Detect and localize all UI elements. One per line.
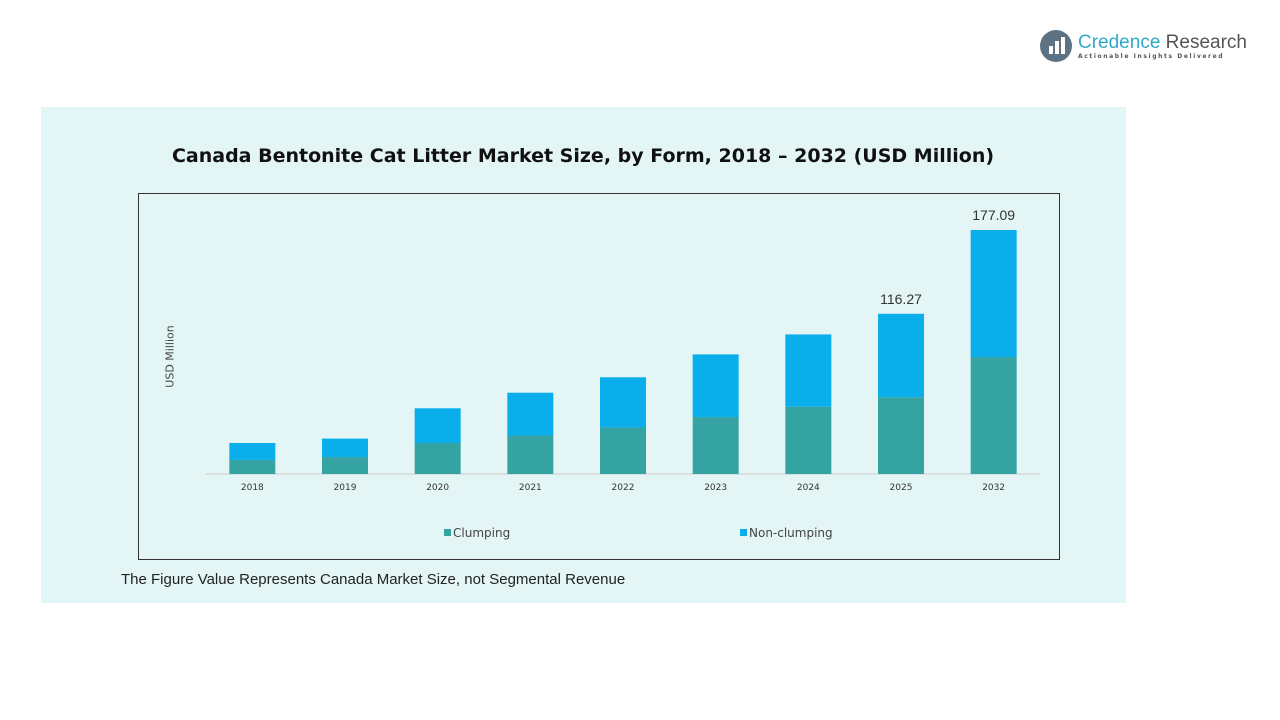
bar-clumping-2024 bbox=[785, 406, 832, 474]
bar-clumping-2025 bbox=[878, 397, 924, 474]
bar-non-clumping-2032 bbox=[970, 230, 1017, 358]
bar-clumping-2022 bbox=[600, 427, 646, 474]
legend-label: Clumping bbox=[453, 526, 510, 540]
x-tick-label: 2021 bbox=[519, 483, 542, 493]
legend-swatch-0 bbox=[444, 529, 451, 536]
legend-label: Non-clumping bbox=[749, 526, 833, 540]
bar-clumping-2021 bbox=[507, 435, 554, 474]
x-tick-label: 2025 bbox=[890, 483, 913, 493]
x-tick-label: 2032 bbox=[982, 483, 1005, 493]
logo: Credence Research Actionable Insights De… bbox=[1040, 30, 1247, 62]
x-tick-label: 2024 bbox=[797, 483, 820, 493]
x-tick-label: 2023 bbox=[704, 483, 727, 493]
bar-non-clumping-2019 bbox=[322, 438, 368, 458]
bar-non-clumping-2023 bbox=[692, 354, 739, 418]
data-label: 177.09 bbox=[972, 207, 1015, 223]
bar-clumping-2018 bbox=[229, 459, 276, 474]
plot-frame bbox=[138, 193, 1060, 560]
x-tick-label: 2020 bbox=[426, 483, 449, 493]
bar-non-clumping-2024 bbox=[785, 334, 832, 407]
bar-clumping-2020 bbox=[414, 442, 461, 474]
legend-swatch-1 bbox=[740, 529, 747, 536]
chart-panel bbox=[41, 107, 1126, 603]
bar-non-clumping-2018 bbox=[229, 442, 276, 460]
logo-icon bbox=[1040, 30, 1072, 62]
bar-clumping-2032 bbox=[970, 357, 1017, 474]
bar-non-clumping-2021 bbox=[507, 392, 554, 436]
chart-title: Canada Bentonite Cat Litter Market Size,… bbox=[171, 145, 995, 167]
footnote: The Figure Value Represents Canada Marke… bbox=[121, 571, 626, 588]
logo-name-2: Research bbox=[1160, 31, 1247, 53]
bar-clumping-2019 bbox=[322, 457, 368, 474]
logo-tagline: Actionable Insights Delivered bbox=[1078, 52, 1225, 60]
x-tick-label: 2022 bbox=[612, 483, 635, 493]
x-tick-label: 2019 bbox=[334, 483, 357, 493]
bar-non-clumping-2022 bbox=[600, 377, 646, 428]
data-label: 116.27 bbox=[880, 291, 922, 307]
bar-non-clumping-2025 bbox=[878, 313, 924, 398]
bar-non-clumping-2020 bbox=[414, 408, 461, 443]
logo-name-1: Credence bbox=[1078, 31, 1161, 53]
bar-clumping-2023 bbox=[692, 417, 739, 474]
x-tick-label: 2018 bbox=[241, 483, 264, 493]
